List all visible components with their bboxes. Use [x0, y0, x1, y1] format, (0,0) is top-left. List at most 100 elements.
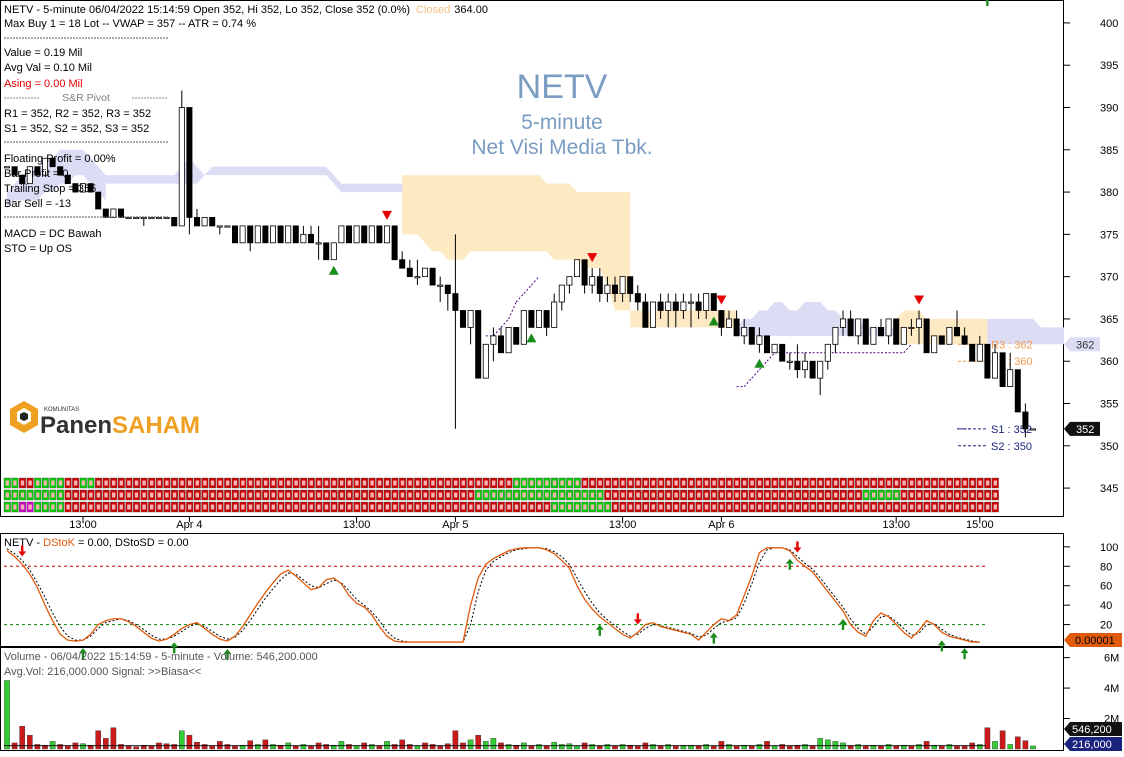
ribbon-cell-inner [796, 492, 800, 498]
candle-body [908, 326, 915, 329]
volume-bar-down [452, 730, 459, 750]
ribbon-cell-inner [66, 492, 70, 498]
ribbon-cell-inner [195, 504, 199, 510]
cloud-segment-bullish [987, 318, 1064, 345]
ribbon-cell-inner [856, 492, 861, 498]
ribbon-cell-inner [492, 504, 496, 510]
price-tick-label: 380 [1100, 187, 1118, 199]
ribbon-cell-inner [735, 492, 739, 498]
ichimoku-cloud [7, 149, 1064, 345]
candle-body [353, 225, 360, 244]
ribbon-cell-inner [993, 504, 997, 510]
volume-bar-up [384, 741, 390, 750]
ribbon-cell-inner [385, 480, 389, 486]
volume-bar-up [414, 745, 421, 750]
volume-bar-up [726, 744, 732, 750]
stoch-sell-arrow-icon [18, 551, 27, 557]
ribbon-cell-inner [378, 492, 382, 498]
ribbon-cell-inner [932, 480, 937, 486]
ribbon-cell-inner [416, 504, 420, 510]
candle-body [862, 318, 869, 345]
ribbon-cell-inner [134, 504, 139, 510]
ribbon-cell-inner [210, 492, 215, 498]
ribbon-cell-inner [58, 492, 63, 498]
ribbon-cell-inner [256, 504, 260, 510]
candle-body [429, 267, 436, 286]
volume-bar-down [186, 735, 193, 750]
ribbon-cell-inner [704, 480, 709, 486]
volume-bar-down [247, 740, 254, 750]
ribbon-cell-inner [210, 504, 215, 510]
price-header: NETV - 5-minute 06/04/2022 15:14:59 Open… [4, 4, 488, 39]
stoch-tick-label: 40 [1100, 600, 1112, 612]
pivot-label: S1 : 352 [991, 424, 1032, 436]
ribbon-cell-inner [727, 480, 731, 486]
ribbon-cell-inner [150, 504, 154, 510]
volume-bar-down [429, 744, 436, 750]
logo-part2: SAHAM [112, 412, 200, 439]
candle-body [72, 183, 79, 193]
ribbon-cell-inner [742, 480, 747, 486]
ribbon-cell-inner [362, 504, 367, 510]
ribbon-cell-inner [590, 492, 595, 498]
ribbon-cell-inner [583, 492, 587, 498]
ribbon-cell-inner [925, 480, 929, 486]
candle-body [140, 217, 147, 220]
header-line1: NETV - 5-minute 06/04/2022 15:14:59 Open… [4, 4, 488, 16]
candle-body [4, 166, 10, 169]
candle-body [748, 326, 755, 345]
pivot-label: R3 : 362 [991, 339, 1033, 351]
candle-body [178, 107, 185, 227]
ribbon-cell-inner [666, 480, 671, 486]
volume-bar-up [901, 744, 907, 750]
ribbon-cell-inner [993, 480, 997, 486]
trail-segment [751, 369, 760, 379]
ribbon-cell-inner [583, 504, 587, 510]
candle-body [824, 343, 831, 362]
ribbon-cell-inner [127, 504, 131, 510]
ribbon-cell-inner [970, 504, 975, 510]
volume-bar-down [923, 741, 930, 750]
volume-bar-down [95, 730, 101, 750]
ribbon-cell-inner [720, 504, 724, 510]
ribbon-cell-inner [773, 492, 777, 498]
ribbon-cell-inner [910, 504, 914, 510]
price-tick-label: 395 [1100, 60, 1118, 72]
ribbon-cell-inner [13, 504, 17, 510]
trailing-stop-line [485, 276, 973, 430]
ribbon-cell-inner [887, 480, 891, 486]
ribbon-cell-inner [773, 504, 777, 510]
candle-body [581, 259, 588, 286]
ribbon-cell-inner [765, 504, 769, 510]
ribbon-cell-inner [674, 504, 678, 510]
ribbon-cell-inner [598, 504, 602, 510]
candle-body [642, 301, 649, 328]
ribbon-cell-inner [864, 504, 868, 510]
logo-wordmark: PanenSAHAM [40, 412, 200, 439]
volume-bar-up [825, 739, 831, 750]
volume-bar-down [893, 745, 899, 750]
ribbon-cell-inner [773, 480, 777, 486]
ribbon-cell-inner [917, 480, 921, 486]
candle-body [574, 259, 581, 278]
ribbon-cell-inner [81, 480, 85, 486]
price-tick-label: 350 [1100, 441, 1118, 453]
volume-bar-down [407, 744, 413, 750]
ribbon-cell-inner [712, 480, 716, 486]
volume-bar-down [954, 745, 960, 750]
ribbon-cell-inner [514, 492, 519, 498]
ribbon-cell-inner [530, 504, 534, 510]
candle-body [201, 217, 208, 227]
candle-body [254, 225, 261, 244]
ribbon-cell-inner [621, 480, 625, 486]
price-tick-label: 360 [1100, 356, 1118, 368]
ribbon-cell-inner [112, 480, 116, 486]
ribbon-cell-inner [826, 492, 830, 498]
ribbon-cell-inner [628, 504, 633, 510]
ribbon-cell-inner [796, 504, 800, 510]
ribbon-cell-inner [264, 504, 268, 510]
ribbon-cell-inner [970, 492, 975, 498]
ribbon-cell-inner [324, 492, 329, 498]
ribbon-cell-inner [811, 492, 815, 498]
candle-body [741, 326, 748, 337]
